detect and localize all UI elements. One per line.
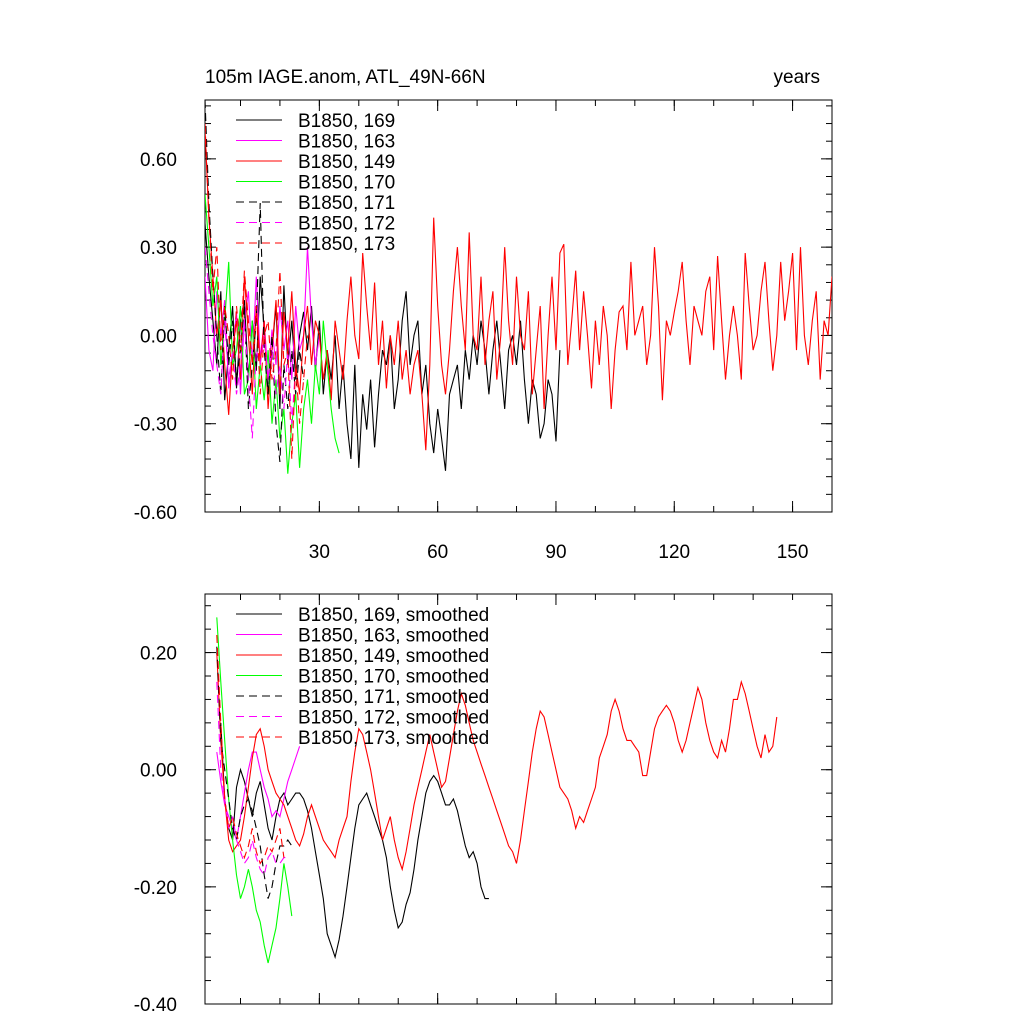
chart-2-ytick-label: -0.20 (134, 878, 177, 899)
chart-1-series-line-4 (205, 194, 340, 474)
chart-2-series-line-5 (216, 646, 293, 899)
chart-2-legend-label: B1850, 149, smoothed (298, 646, 489, 667)
chart-1-legend-label: B1850, 173 (298, 234, 395, 255)
chart-2-legend-label: B1850, 169, smoothed (298, 605, 489, 626)
chart-2-series-line-3 (216, 652, 778, 872)
chart-1-xtick-label: 150 (777, 542, 809, 563)
chart-2-legend-label: B1850, 171, smoothed (298, 687, 489, 708)
chart-1-title-right: years (774, 67, 820, 88)
chart-1-legend-label: B1850, 172 (298, 214, 395, 235)
chart-1-legend-label: B1850, 149 (298, 152, 395, 173)
chart-1-ytick-label: 0.30 (140, 238, 177, 259)
chart-1-ytick-label: 0.00 (140, 326, 177, 347)
chart-2-ytick-label: -0.40 (134, 995, 177, 1016)
chart-1-legend-label: B1850, 169 (298, 111, 395, 132)
chart-1-ytick-label: -0.30 (134, 415, 177, 436)
chart-1-frame (204, 99, 833, 513)
chart-1-xtick-label: 90 (545, 542, 566, 563)
chart-1-xtick-label: 120 (658, 542, 690, 563)
chart-1-series-line-7 (205, 123, 309, 460)
chart-1-xtick-label: 30 (309, 542, 330, 563)
chart-2-frame (204, 593, 833, 1005)
chart-1-legend-label: B1850, 171 (298, 193, 395, 214)
chart-2-ytick-label: 0.00 (140, 761, 177, 782)
chart-1-xtick-label: 60 (427, 542, 448, 563)
chart-1-series-line-6 (205, 247, 297, 439)
chart-2-ytick-label: 0.20 (140, 644, 177, 665)
chart-1-ytick-label: -0.60 (134, 503, 177, 524)
chart-1-series-line-5 (205, 100, 305, 463)
chart-1-ytick-label: 0.60 (140, 150, 177, 171)
chart-2-legend-label: B1850, 173, smoothed (298, 728, 489, 749)
chart-1-series-line-3 (205, 129, 832, 451)
chart-2-series-line-6 (216, 681, 288, 877)
chart-2-legend-label: B1850, 170, smoothed (298, 667, 489, 688)
chart-1-legend-label: B1850, 163 (298, 132, 395, 153)
chart-2-legend-label: B1850, 172, smoothed (298, 708, 489, 729)
chart-1-title: 105m IAGE.anom, ATL_49N-66N (205, 67, 486, 88)
chart-2-legend-label: B1850, 163, smoothed (298, 626, 489, 647)
chart-2-series-line-1 (220, 722, 489, 960)
chart-2-series-line-7 (216, 634, 285, 865)
chart-1-legend-label: B1850, 170 (298, 173, 395, 194)
